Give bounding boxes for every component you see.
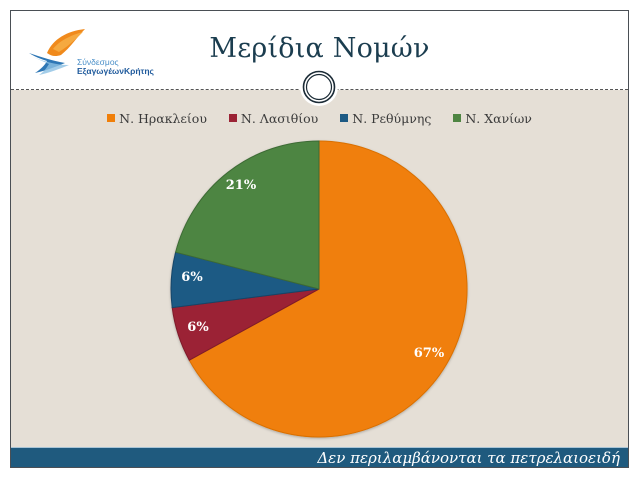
legend-swatch (228, 114, 237, 122)
label-chanion: 21% (226, 178, 257, 193)
label-irakleiou: 67% (414, 346, 445, 361)
legend-item-rethymnis: Ν. Ρεθύμνης (340, 111, 431, 126)
logo-line1: Σύνδεσμος (77, 57, 119, 67)
legend-swatch (453, 114, 462, 122)
legend-label: Ν. Χανίων (465, 110, 532, 126)
slide: Σύνδεσμος ΕξαγωγέωνΚρήτης Μερίδια Νομών … (10, 10, 629, 468)
slice-irakleiou (188, 140, 468, 438)
circle-ornament-icon (300, 68, 338, 106)
legend-label: Ν. Ηρακλείου (119, 110, 207, 126)
footer-bar: Δεν περιλαμβάνονται τα πετρελαιοειδή (11, 447, 628, 467)
chart-legend: Ν. Ηρακλείου Ν. Λασιθίου Ν. Ρεθύμνης Ν. … (11, 110, 628, 126)
slide-title: Μερίδια Νομών (209, 33, 430, 64)
legend-label: Ν. Λασιθίου (240, 110, 319, 126)
legend-label: Ν. Ρεθύμνης (352, 110, 432, 126)
footer-note: Δεν περιλαμβάνονται τα πετρελαιοειδή (317, 449, 620, 467)
label-lasithiou: 6% (187, 320, 209, 335)
label-rethymnis: 6% (181, 270, 203, 285)
legend-item-irakleiou: Ν. Ηρακλείου (107, 111, 207, 126)
logo-wing-icon (29, 29, 85, 75)
logo-line2: ΕξαγωγέωνΚρήτης (77, 66, 154, 76)
pie-chart: 67% 6% 6% 21% (170, 140, 468, 438)
legend-item-chanion: Ν. Χανίων (453, 111, 532, 126)
logo: Σύνδεσμος ΕξαγωγέωνΚρήτης (27, 27, 157, 77)
slice-chanion (174, 140, 320, 290)
legend-swatch (340, 114, 349, 122)
legend-item-lasithiou: Ν. Λασιθίου (228, 110, 319, 126)
legend-swatch (107, 114, 116, 122)
